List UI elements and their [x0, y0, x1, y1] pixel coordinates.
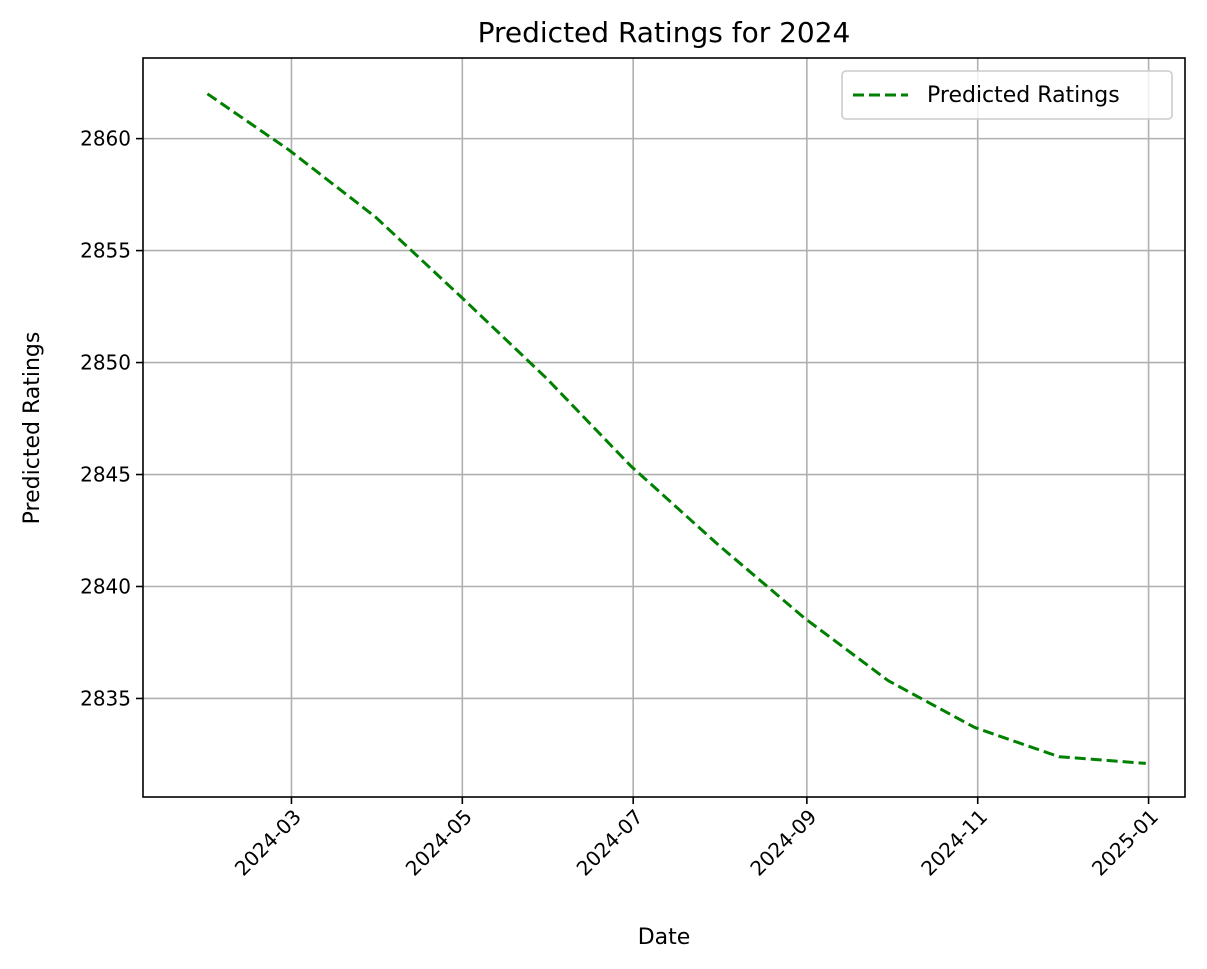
legend-label: Predicted Ratings [927, 83, 1120, 108]
series-line-predicted-ratings [206, 92, 1146, 765]
y-tick-label: 2835 [80, 686, 131, 710]
y-tick-label: 2860 [80, 127, 131, 151]
y-tick-label: 2850 [80, 351, 131, 375]
chart-title: Predicted Ratings for 2024 [478, 16, 851, 49]
y-tick-label: 2840 [80, 574, 131, 598]
x-axis-label: Date [638, 925, 691, 950]
plot-area-frame [142, 57, 1186, 798]
grid-lines [143, 58, 1185, 797]
y-tick-label: 2845 [80, 463, 131, 487]
series-lines [206, 92, 1146, 765]
legend-box [841, 70, 1173, 120]
legend: Predicted Ratings [841, 70, 1173, 120]
y-axis-label: Predicted Ratings [20, 332, 45, 525]
y-tick-label: 2855 [80, 239, 131, 263]
